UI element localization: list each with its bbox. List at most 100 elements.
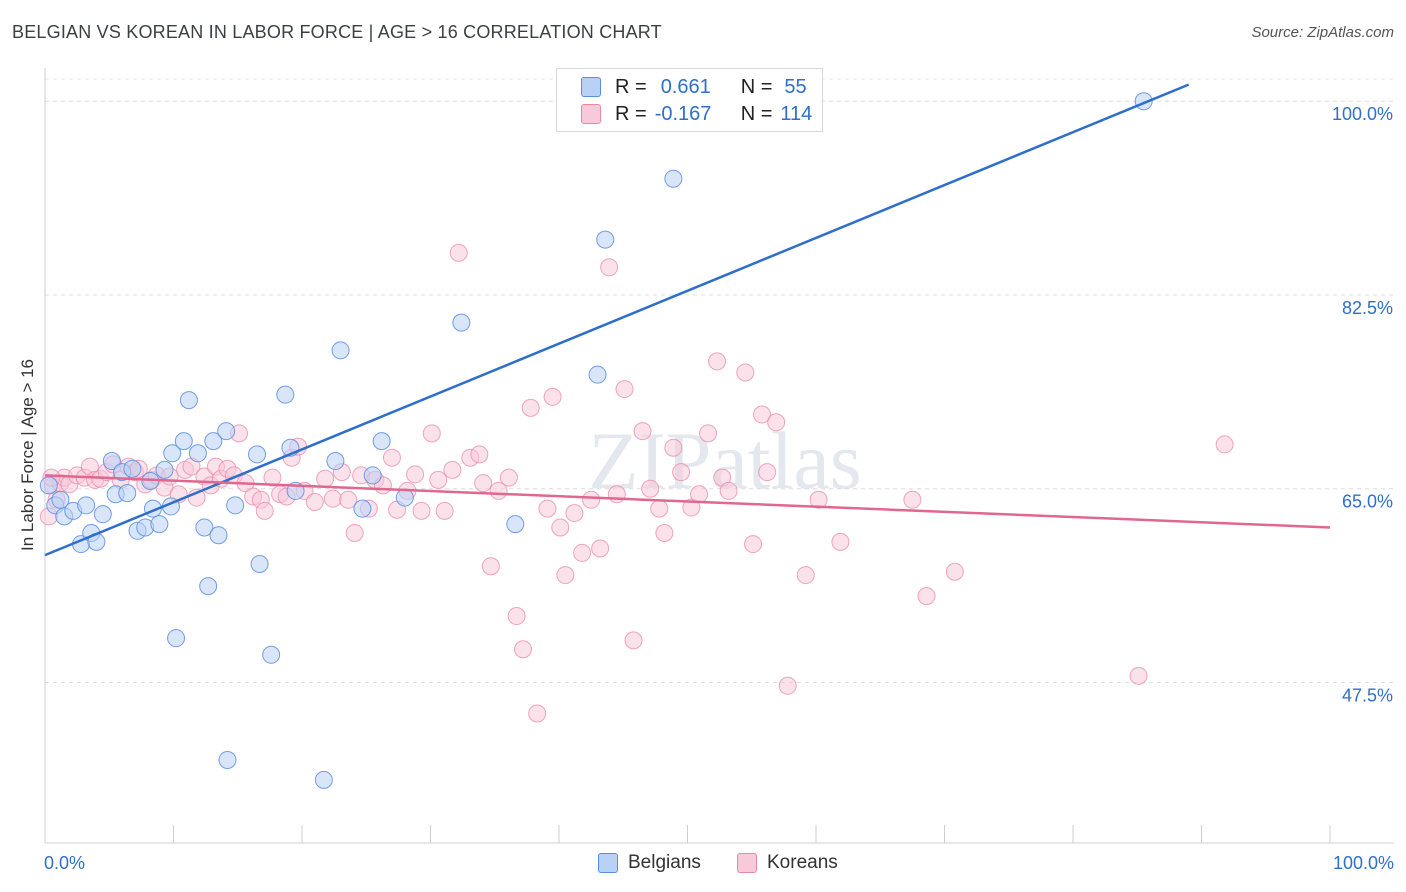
korean-point [633,422,652,441]
legend-item-belgians[interactable]: Belgians [598,852,701,874]
belgian-point [395,488,414,507]
x-tick-label-max: 100.0% [1333,853,1394,873]
korean-point [412,501,431,520]
y-tick-label: 100.0% [1332,104,1393,124]
stats-legend: R = 0.661 N = 55 R = -0.167 N = 114 [556,68,823,132]
r-value-belgians: 0.661 [660,75,711,98]
belgian-point [452,313,471,332]
korean-point [778,676,797,695]
belgian-point [179,391,198,410]
stats-row-koreans: R = -0.167 N = 114 [581,102,812,126]
korean-point [556,566,575,585]
korean-point [1129,666,1148,685]
korean-point [435,501,454,520]
belgian-point [39,476,58,495]
korean-point [514,640,533,659]
korean-point [719,481,738,500]
korean-point [521,398,540,417]
korean-point [796,566,815,585]
korean-point [339,490,358,509]
belgian-point [167,629,186,648]
y-tick-labels: 100.0% 82.5% 65.0% 47.5% [1332,104,1393,705]
n-value-koreans: 114 [780,102,813,125]
korean-point [758,463,777,482]
korean-point [615,380,634,399]
korean-point [641,479,660,498]
y-tick-label: 47.5% [1342,685,1393,705]
belgian-point [123,459,142,478]
korean-point [736,363,755,382]
r-label: R = [615,75,647,98]
belgians-legend-swatch [598,853,618,873]
koreans-legend-swatch [737,853,757,873]
grid-lines [45,78,1394,683]
belgian-point [262,645,281,664]
legend-item-koreans[interactable]: Koreans [737,852,838,874]
stats-row-belgians: R = 0.661 N = 55 [581,75,807,99]
belgian-point [276,385,295,404]
belgian-point [250,555,269,573]
korean-point [1215,435,1234,454]
belgians-swatch [581,77,601,97]
y-tick-label: 82.5% [1342,298,1393,318]
korean-point [316,469,335,488]
korean-point [538,499,557,518]
r-label: R = [615,102,647,125]
n-label: N = [740,75,773,98]
chart-title: BELGIAN VS KOREAN IN LABOR FORCE | AGE >… [12,22,662,42]
korean-point [565,504,584,523]
belgian-point [199,577,218,596]
r-value-koreans: -0.167 [654,102,712,125]
belgian-point [664,169,683,188]
y-tick-label: 65.0% [1342,492,1393,512]
belgian-point [331,341,350,360]
belgian-point [596,230,615,249]
korean-point [672,463,691,482]
korean-point [551,518,570,537]
belgian-point [195,518,214,537]
korean-point [600,258,619,277]
belgian-point [174,432,193,451]
series-legend: Belgians Koreans [0,852,1406,878]
korean-point [699,424,718,443]
korean-point [582,490,601,509]
korean-point [470,445,489,464]
x-tick-label-min: 0.0% [44,853,85,873]
belgian-point [226,496,245,515]
belgian-point [217,422,236,441]
belgian-point [372,432,391,451]
korean-point [305,493,324,511]
koreans-swatch [581,104,601,124]
belgian-point [188,444,207,463]
korean-point [591,539,610,558]
korean-point [573,543,592,562]
korean-point [624,631,643,650]
belgian-point [353,499,372,518]
belgian-point [314,770,333,789]
korean-point [323,489,342,508]
axes [44,68,1394,844]
korean-point [255,501,274,520]
korean-point [655,524,674,542]
korean-point [507,607,526,626]
korean-point [528,704,547,723]
belgian-point [326,452,345,471]
korean-point [917,587,936,606]
belgians-trend-line [44,83,1190,557]
korean-point [607,485,626,504]
korean-point [345,524,364,542]
belgian-point [209,526,228,545]
source-label: Source: ZipAtlas.com [1251,24,1394,41]
belgian-point [588,365,607,384]
korean-point [903,490,922,509]
korean-point [263,468,282,487]
korean-point [406,465,425,484]
korean-point [449,243,468,262]
x-ticks [44,825,1331,843]
korean-point [744,535,763,554]
belgian-point [506,515,525,534]
korean-point [429,470,448,489]
korean-point [543,387,562,406]
belgian-point [163,444,182,463]
